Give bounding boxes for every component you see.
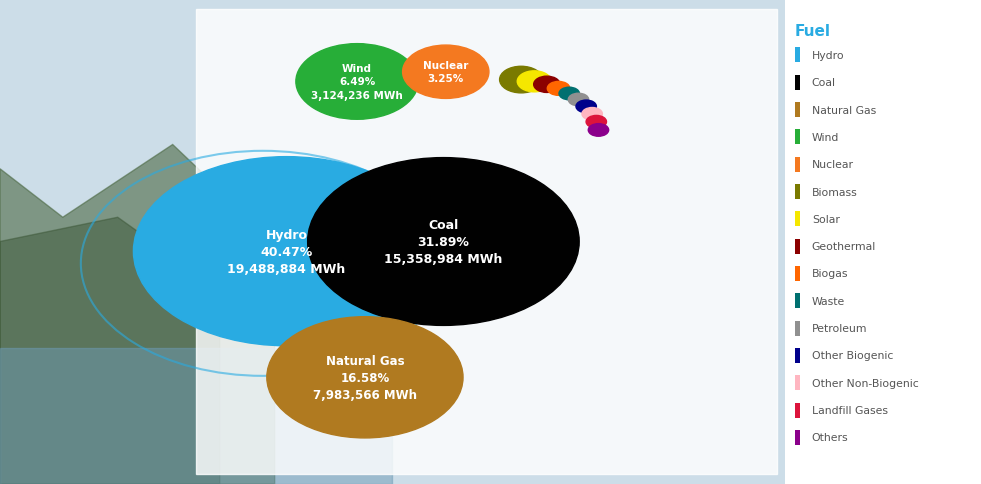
Text: Biomass: Biomass bbox=[811, 187, 857, 197]
FancyBboxPatch shape bbox=[795, 48, 800, 63]
Text: Nuclear
3.25%: Nuclear 3.25% bbox=[423, 61, 469, 84]
FancyBboxPatch shape bbox=[795, 376, 800, 391]
Text: Wind
6.49%
3,124,236 MWh: Wind 6.49% 3,124,236 MWh bbox=[311, 64, 403, 101]
Text: Geothermal: Geothermal bbox=[811, 242, 876, 252]
FancyBboxPatch shape bbox=[795, 130, 800, 145]
Circle shape bbox=[568, 94, 589, 106]
Circle shape bbox=[499, 67, 542, 94]
Circle shape bbox=[547, 82, 570, 96]
Circle shape bbox=[308, 158, 579, 326]
Text: Waste: Waste bbox=[811, 296, 845, 306]
Text: Hydro: Hydro bbox=[811, 51, 845, 61]
FancyBboxPatch shape bbox=[795, 184, 800, 199]
Polygon shape bbox=[0, 218, 220, 484]
Text: Other Non-Biogenic: Other Non-Biogenic bbox=[811, 378, 918, 388]
Text: Biogas: Biogas bbox=[811, 269, 849, 279]
Circle shape bbox=[133, 157, 439, 346]
FancyBboxPatch shape bbox=[795, 212, 800, 227]
FancyBboxPatch shape bbox=[795, 157, 800, 172]
Bar bbox=[196, 10, 777, 474]
FancyBboxPatch shape bbox=[795, 76, 800, 91]
Text: Fuel: Fuel bbox=[795, 24, 831, 39]
Text: Other Biogenic: Other Biogenic bbox=[811, 351, 893, 361]
Text: Landfill Gases: Landfill Gases bbox=[811, 405, 888, 415]
FancyBboxPatch shape bbox=[795, 103, 800, 118]
Circle shape bbox=[517, 72, 551, 92]
Text: Nuclear: Nuclear bbox=[811, 160, 853, 170]
FancyBboxPatch shape bbox=[795, 321, 800, 336]
FancyBboxPatch shape bbox=[795, 266, 800, 281]
Bar bbox=[0, 348, 392, 484]
Circle shape bbox=[576, 101, 596, 113]
Text: Wind: Wind bbox=[811, 133, 839, 143]
FancyBboxPatch shape bbox=[795, 403, 800, 418]
Circle shape bbox=[589, 124, 608, 137]
FancyBboxPatch shape bbox=[795, 294, 800, 309]
Text: Hydro
40.47%
19,488,884 MWh: Hydro 40.47% 19,488,884 MWh bbox=[228, 228, 345, 275]
Circle shape bbox=[559, 88, 580, 101]
Circle shape bbox=[267, 317, 463, 438]
Text: Coal
31.89%
15,358,984 MWh: Coal 31.89% 15,358,984 MWh bbox=[385, 219, 502, 265]
Circle shape bbox=[296, 45, 418, 120]
Text: Coal: Coal bbox=[811, 78, 836, 88]
Text: Solar: Solar bbox=[811, 214, 840, 225]
Circle shape bbox=[586, 116, 606, 129]
Text: Petroleum: Petroleum bbox=[811, 323, 867, 333]
Text: Others: Others bbox=[811, 433, 849, 442]
FancyBboxPatch shape bbox=[795, 239, 800, 254]
FancyBboxPatch shape bbox=[795, 348, 800, 363]
Polygon shape bbox=[0, 145, 275, 484]
Circle shape bbox=[402, 46, 489, 99]
Circle shape bbox=[582, 108, 602, 121]
Circle shape bbox=[534, 77, 560, 93]
FancyBboxPatch shape bbox=[795, 430, 800, 445]
Text: Natural Gas
16.58%
7,983,566 MWh: Natural Gas 16.58% 7,983,566 MWh bbox=[313, 354, 417, 401]
Text: Natural Gas: Natural Gas bbox=[811, 106, 876, 115]
